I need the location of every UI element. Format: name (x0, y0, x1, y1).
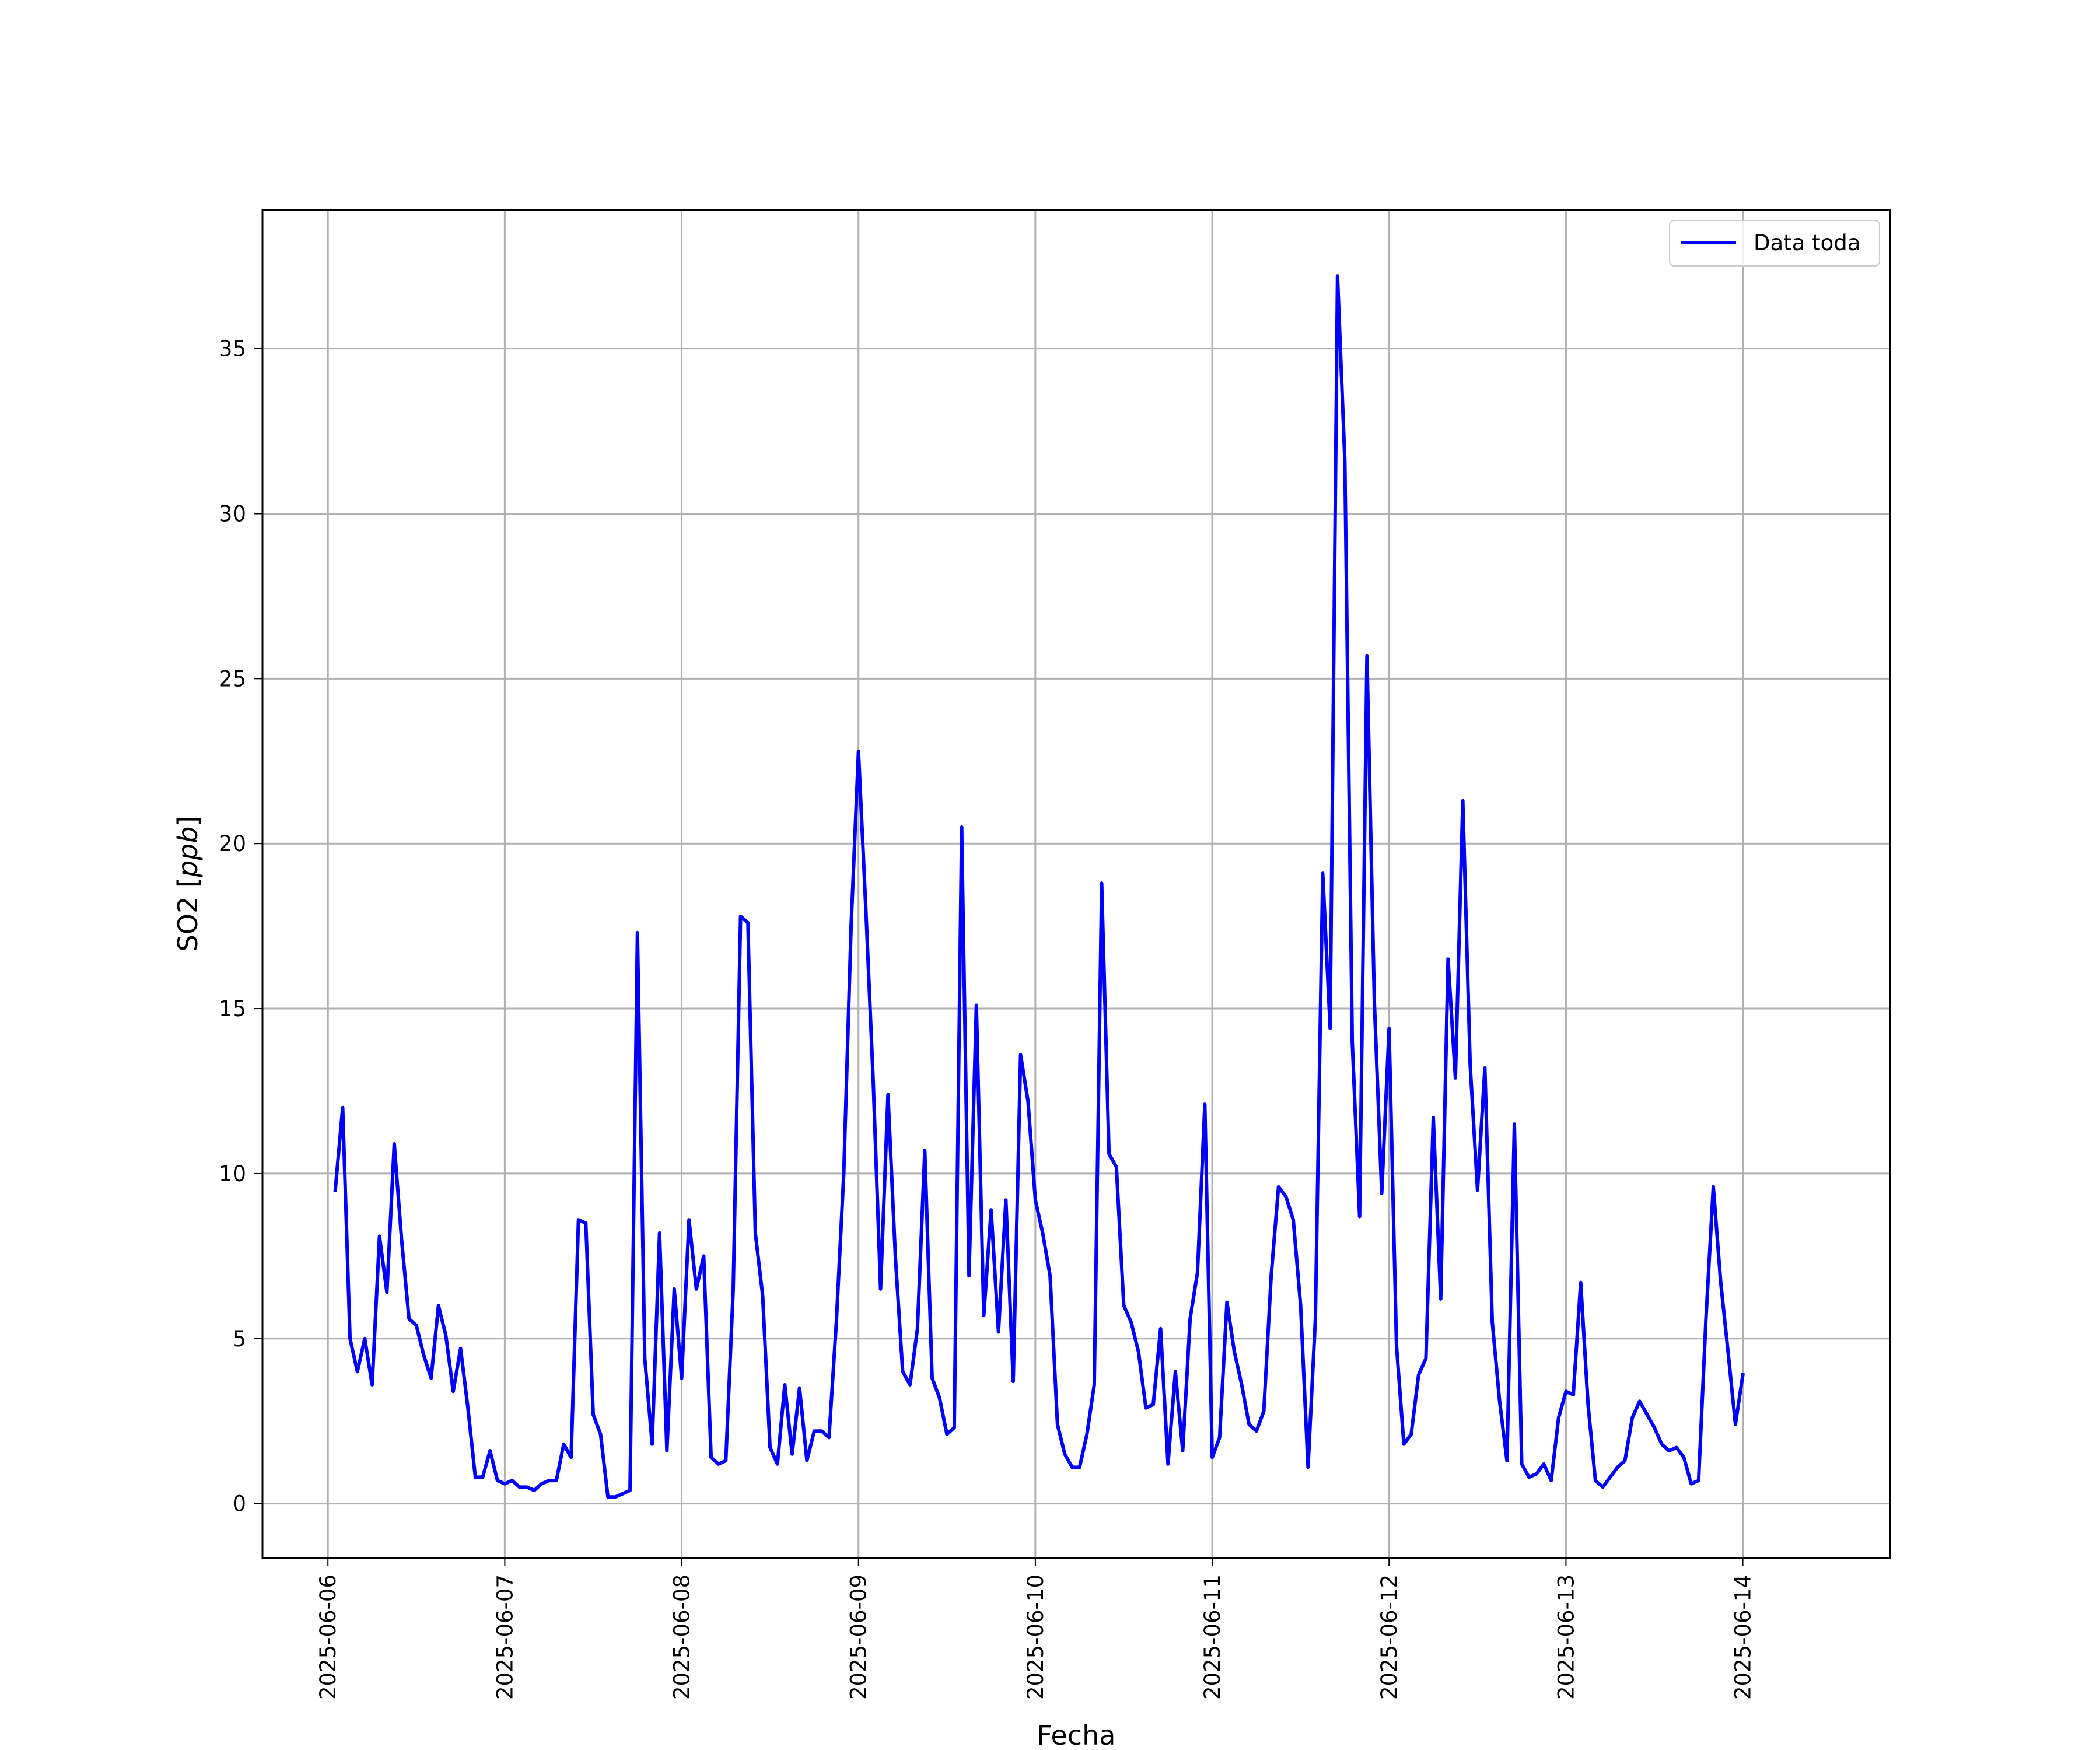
legend: Data toda (1669, 220, 1880, 267)
x-tick-label: 2025-06-12 (1377, 1574, 1402, 1700)
x-axis-title: Fecha (1037, 1720, 1116, 1750)
x-tick-label: 2025-06-13 (1553, 1574, 1578, 1700)
y-axis-title: SO2 [ppb] (172, 816, 204, 952)
y-axis-title-unit: ppb (172, 827, 204, 878)
y-tick-label: 25 (219, 666, 246, 691)
series-layer (333, 274, 1745, 1499)
x-axis: 2025-06-06 2025-06-07 2025-06-08 2025-06-09… (316, 1558, 1756, 1700)
x-tick-label: 2025-06-07 (492, 1574, 517, 1700)
plot-area-background (262, 210, 1890, 1558)
y-tick-label: 20 (219, 831, 246, 856)
series-line-data-toda (333, 274, 1745, 1499)
legend-box (1669, 220, 1880, 267)
y-tick-label: 0 (232, 1492, 246, 1517)
gridlines (262, 210, 1890, 1558)
y-tick-label: 35 (219, 337, 246, 362)
x-tick-label: 2025-06-09 (846, 1574, 872, 1700)
legend-label: Data toda (1754, 230, 1860, 256)
plot-frame (261, 209, 1891, 1559)
x-tick-label: 2025-06-08 (670, 1574, 695, 1700)
y-axis: 0 5 10 15 20 25 30 35 (219, 337, 262, 1517)
y-tick-label: 5 (232, 1326, 246, 1352)
x-tick-label: 2025-06-14 (1731, 1574, 1756, 1700)
y-tick-label: 15 (219, 996, 246, 1021)
x-tick-label: 2025-06-10 (1023, 1574, 1048, 1700)
x-tick-label: 2025-06-11 (1200, 1574, 1225, 1700)
y-axis-title-quantity: SO2 (172, 897, 204, 952)
y-tick-label: 10 (219, 1161, 246, 1186)
x-tick-label: 2025-06-06 (316, 1574, 341, 1700)
y-tick-label: 30 (219, 501, 246, 526)
